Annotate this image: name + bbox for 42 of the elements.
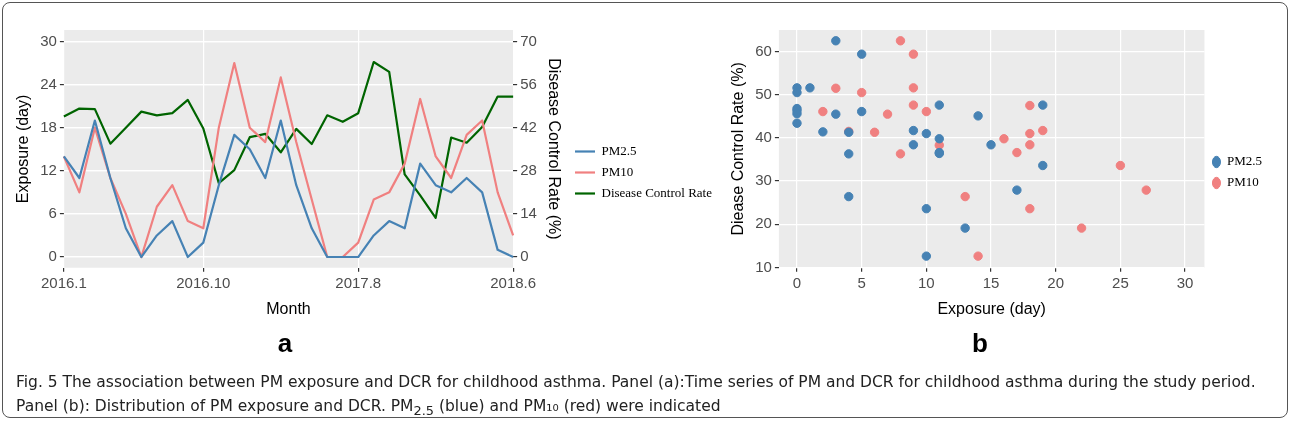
x-tick-label: 5 xyxy=(857,273,866,291)
text: b xyxy=(971,328,989,359)
y2-tick-label: 42 xyxy=(520,117,537,135)
y-tick-label: 10 xyxy=(755,257,772,275)
x-tick-label: 0 xyxy=(792,273,802,291)
y-tick-label: 60 xyxy=(755,41,772,59)
x-tick-label: 25 xyxy=(1112,273,1129,291)
y2-axis-title: Disease Control Rate (%) xyxy=(546,58,564,240)
x-tick-label: 2017.8 xyxy=(335,273,382,291)
x-tick-label: 15 xyxy=(982,273,1000,291)
x-tick-label: 20 xyxy=(1047,273,1065,291)
x-tick-label: 10 xyxy=(918,273,935,291)
x-axis-title: Exposure (day) xyxy=(937,299,1046,317)
text: a xyxy=(276,328,294,359)
legend-label: Disease Control Rate xyxy=(601,184,713,200)
y2-tick-label: 70 xyxy=(520,31,537,49)
y-tick-label: 40 xyxy=(755,128,772,146)
y-tick-label: 6 xyxy=(48,204,57,222)
y2-tick-label: 14 xyxy=(520,204,537,222)
y-tick-label: 0 xyxy=(48,247,57,265)
y-axis-title: Exposure (day) xyxy=(14,94,32,204)
y-tick-label: 30 xyxy=(40,31,57,49)
x-tick-label: 2016.1 xyxy=(40,273,87,291)
y-tick-label: 12 xyxy=(40,160,57,178)
y-axis-title: Diease Control Rate (%) xyxy=(729,62,747,236)
x-tick-label: 2018.6 xyxy=(490,273,537,291)
x-tick-label: 30 xyxy=(1176,273,1194,291)
caption: Fig. 5 The association between PM exposure and DCR for childhood asthma. Panel (a):Time series of PM and DCR for childhood asthma during the study period. Panel (b): Distribution of PM exposure and DCR. PM$_{2.5}$ (blue) and PM₁₀ (red) were indicated xyxy=(16,372,1257,421)
y-tick-label: 30 xyxy=(755,171,772,189)
x-axis-title: Month xyxy=(266,299,311,317)
y2-tick-label: 0 xyxy=(520,247,529,265)
y-tick-label: 24 xyxy=(40,74,57,92)
y2-tick-label: 28 xyxy=(520,160,537,178)
y2-tick-label: 56 xyxy=(520,74,537,92)
y-tick-label: 18 xyxy=(40,117,57,135)
legend-label: PM10 xyxy=(601,163,634,179)
legend-label: PM2.5 xyxy=(1226,153,1263,169)
x-tick-label: 2016.10 xyxy=(176,273,231,291)
legend-label: PM2.5 xyxy=(601,142,637,158)
y-tick-label: 20 xyxy=(755,214,772,232)
y-tick-label: 50 xyxy=(755,84,772,102)
legend-label: PM10 xyxy=(1226,174,1259,190)
